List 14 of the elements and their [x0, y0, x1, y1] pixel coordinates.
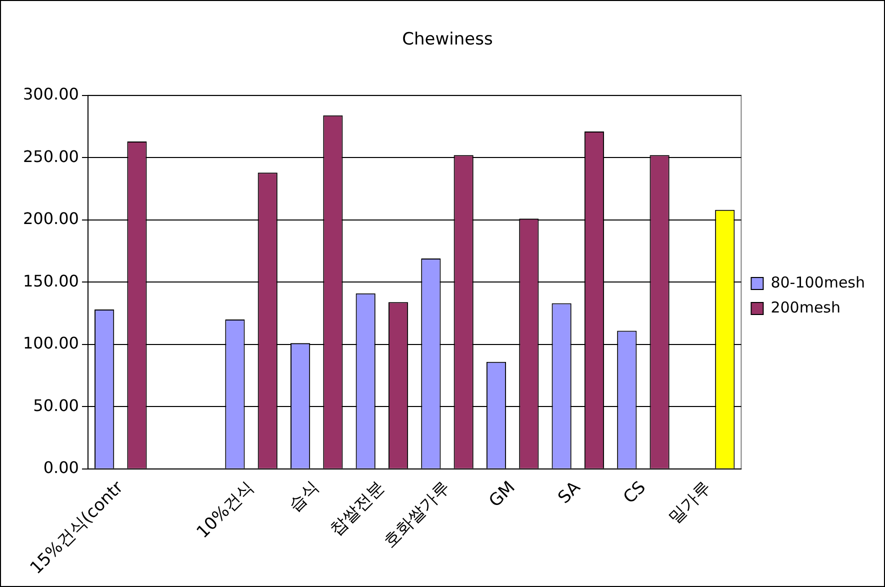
y-tick-label: 150.00	[23, 271, 79, 290]
chart-title: Chewiness	[402, 30, 493, 50]
y-tick-label: 0.00	[43, 458, 79, 478]
x-tick-label: GM	[485, 478, 520, 512]
y-tick-label: 200.00	[23, 209, 79, 228]
y-tick-label: 100.00	[23, 334, 79, 353]
y-tick-label: 300.00	[23, 84, 79, 104]
y-tick-label: 50.00	[33, 396, 79, 415]
x-tick-label: SA	[554, 477, 585, 508]
legend-label: 200mesh	[770, 298, 841, 316]
y-tick-label: 250.00	[23, 146, 79, 166]
x-tick-label: 습식	[285, 478, 324, 516]
x-tick-label: CS	[620, 478, 650, 508]
legend-label: 80-100mesh	[770, 273, 866, 292]
